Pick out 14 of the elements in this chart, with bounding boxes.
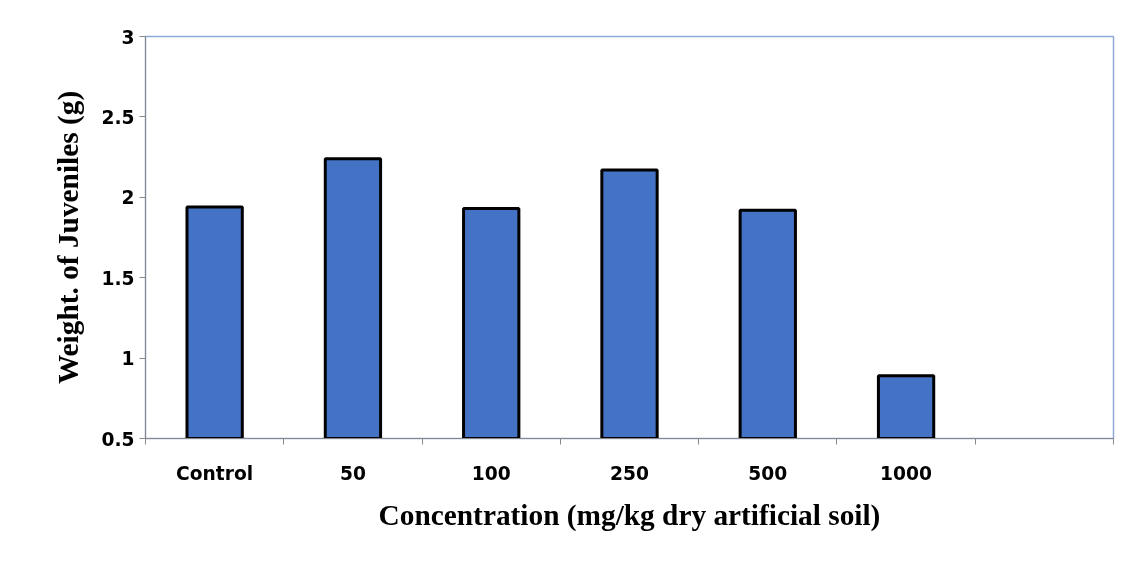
y-axis-title: Weight. of Juveniles (g) (52, 90, 86, 385)
y-tick-label: 1.5 (101, 267, 135, 289)
y-tick-label: 3 (121, 26, 135, 48)
y-tick-label: 1 (121, 348, 135, 370)
y-tick-label: 2 (121, 187, 135, 209)
x-tick-label: 50 (339, 462, 366, 484)
x-tick-label: 1000 (880, 462, 933, 484)
x-tick-label: 100 (471, 462, 511, 484)
x-tick-label: 250 (610, 462, 649, 484)
x-tick-label: 500 (748, 462, 788, 484)
y-tick-label: 0.5 (101, 428, 135, 450)
x-tick-label: Control (176, 462, 254, 484)
y-tick-label: 2.5 (101, 106, 135, 128)
x-axis-title: Concentration (mg/kg dry artificial soil) (378, 498, 881, 532)
